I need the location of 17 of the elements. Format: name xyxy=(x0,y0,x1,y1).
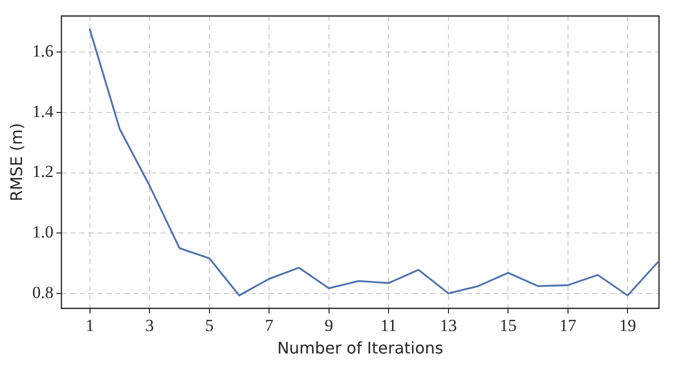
y-tick-label: 1.0 xyxy=(32,222,54,242)
y-tick-label: 1.2 xyxy=(32,162,54,182)
x-tick-label: 13 xyxy=(440,316,457,336)
x-axis-title: Number of Iterations xyxy=(277,338,444,358)
x-tick-label: 19 xyxy=(619,316,636,336)
y-tick-label: 1.4 xyxy=(32,102,54,121)
y-tick-label: 1.6 xyxy=(32,42,54,61)
x-tick-label: 17 xyxy=(559,316,577,336)
y-axis-title: RMSE (m) xyxy=(6,123,26,202)
x-tick-label: 1 xyxy=(86,316,94,336)
x-tick-label: 7 xyxy=(264,316,274,336)
x-tick-label: 3 xyxy=(145,316,154,336)
x-tick-label: 15 xyxy=(500,316,517,336)
x-tick-label: 11 xyxy=(380,316,397,336)
y-tick-label: 0.8 xyxy=(32,282,54,302)
x-tick-label: 9 xyxy=(324,316,334,336)
x-tick-label: 5 xyxy=(205,316,214,336)
